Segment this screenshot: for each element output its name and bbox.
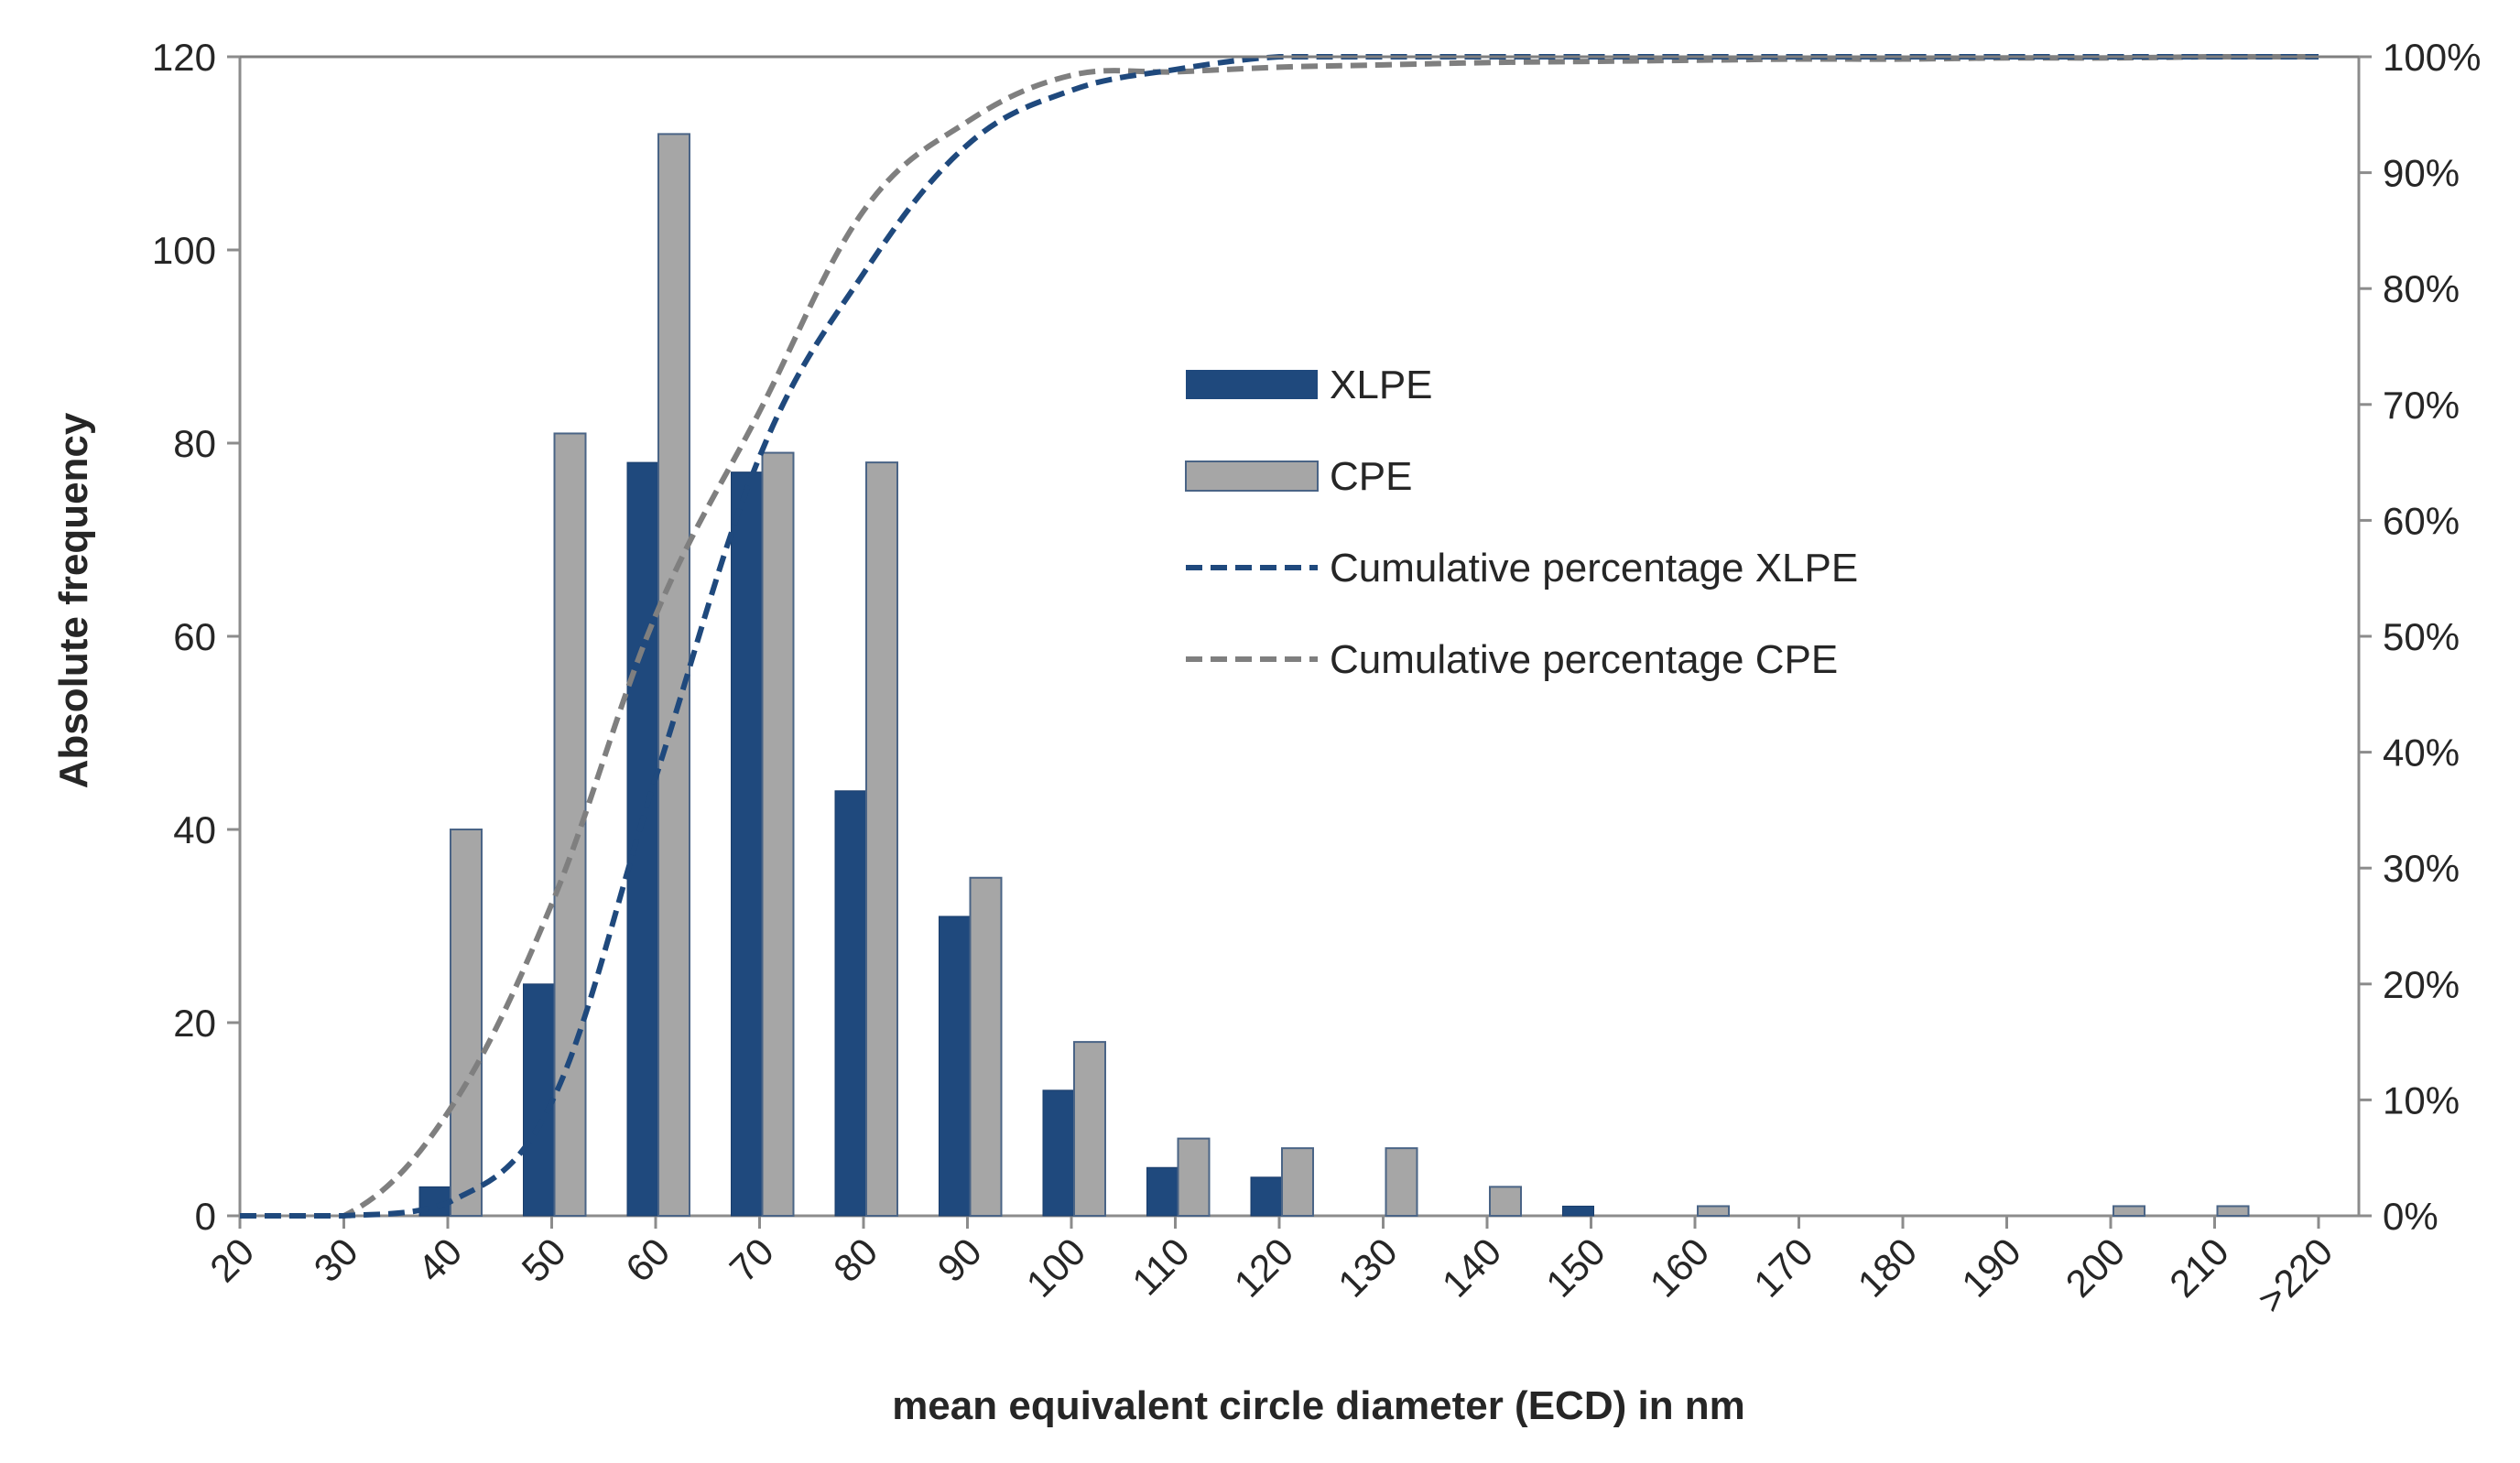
left-y-axis-ticks: 0 20 40 60 80 100 120 xyxy=(152,36,240,1238)
bar-xlpe xyxy=(523,983,555,1217)
y2-tick-label: 50% xyxy=(2383,615,2460,658)
bar-cpe xyxy=(969,876,1003,1217)
right-y-axis-ticks: 0% 10% 20% 30% 40% 50% 60% 70% 80% 90% 100% xyxy=(2359,36,2481,1238)
bar-cpe xyxy=(865,461,898,1218)
bar-xlpe xyxy=(731,471,763,1217)
y-tick-label: 60 xyxy=(173,615,216,658)
bar-cpe xyxy=(1489,1186,1522,1217)
y2-tick-label: 90% xyxy=(2383,152,2460,195)
bar-cpe xyxy=(1073,1041,1106,1217)
bar-xlpe xyxy=(939,916,971,1217)
y-tick-label: 80 xyxy=(173,422,216,465)
y2-tick-label: 10% xyxy=(2383,1078,2460,1122)
bar-cpe xyxy=(1177,1137,1211,1217)
y-tick-label: 0 xyxy=(195,1195,216,1238)
chart-legend: XLPE CPE Cumulative percentage XLPE Cumu… xyxy=(1185,363,1858,682)
y-tick-label: 40 xyxy=(173,808,216,851)
cumulative-line-cpe xyxy=(240,53,2319,1219)
legend-label-xlpe: XLPE xyxy=(1330,363,1433,407)
bar-xlpe xyxy=(626,461,659,1217)
y-tick-label: 120 xyxy=(152,36,216,79)
y2-tick-label: 70% xyxy=(2383,384,2460,427)
bar-cpe xyxy=(2216,1205,2250,1217)
x-axis-title: mean equivalent circle diameter (ECD) in… xyxy=(892,1383,1745,1428)
legend-label-cumulative-cpe: Cumulative percentage CPE xyxy=(1330,637,1838,682)
bar-cpe xyxy=(2113,1205,2145,1217)
bar-cpe xyxy=(1281,1147,1314,1218)
legend-swatch-xlpe xyxy=(1186,370,1318,399)
bar-series-group xyxy=(418,133,2250,1218)
y2-tick-label: 0% xyxy=(2383,1195,2439,1238)
bar-xlpe xyxy=(1250,1176,1283,1217)
bar-cpe xyxy=(1697,1205,1730,1217)
y2-tick-label: 20% xyxy=(2383,963,2460,1006)
bar-cpe xyxy=(761,451,795,1217)
y2-tick-label: 80% xyxy=(2383,267,2460,310)
legend-label-cpe: CPE xyxy=(1330,454,1412,499)
y-tick-label: 100 xyxy=(152,229,216,272)
y-tick-label: 20 xyxy=(173,1002,216,1045)
cumulative-line-xlpe xyxy=(240,53,2319,1219)
bar-xlpe xyxy=(1146,1166,1179,1217)
bar-cpe xyxy=(450,829,483,1217)
y2-tick-label: 60% xyxy=(2383,499,2460,542)
bar-cpe xyxy=(1385,1147,1418,1218)
legend-label-cumulative-xlpe: Cumulative percentage XLPE xyxy=(1330,546,1858,591)
y2-tick-label: 100% xyxy=(2383,36,2481,79)
bar-xlpe xyxy=(1042,1089,1075,1217)
y2-tick-label: 30% xyxy=(2383,847,2460,890)
legend-swatch-cpe xyxy=(1185,461,1319,492)
bar-xlpe xyxy=(834,790,867,1217)
cumulative-lines-group xyxy=(240,53,2319,1219)
y-axis-title: Absolute frequency xyxy=(51,412,96,788)
y2-tick-label: 40% xyxy=(2383,732,2460,775)
bar-xlpe xyxy=(1562,1205,1594,1217)
